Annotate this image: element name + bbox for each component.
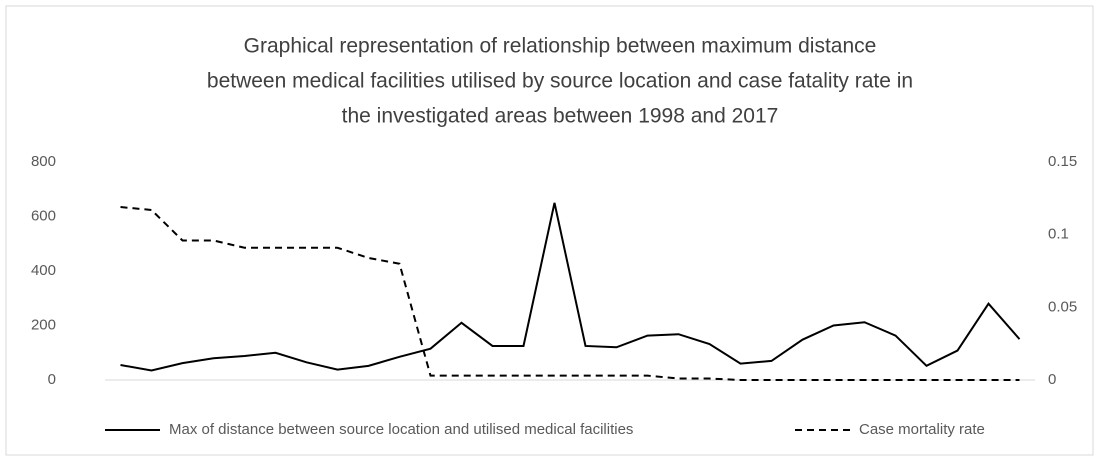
y-tick-label: 200 <box>31 316 56 333</box>
chart-title: the investigated areas between 1998 and … <box>342 105 779 128</box>
y-tick-label: 0 <box>48 371 56 388</box>
legend-label: Case mortality rate <box>859 421 985 438</box>
y2-tick-label: 0.1 <box>1048 226 1069 243</box>
legend-label: Max of distance between source location … <box>169 421 633 438</box>
y-tick-label: 600 <box>31 207 56 224</box>
chart-title: between medical facilities utilised by s… <box>207 70 913 93</box>
chart-title: Graphical representation of relationship… <box>244 35 877 58</box>
y-tick-label: 400 <box>31 262 56 279</box>
y2-tick-label: 0 <box>1048 371 1056 388</box>
series-line <box>120 202 1021 372</box>
y2-tick-label: 0.05 <box>1048 298 1077 315</box>
y2-tick-label: 0.15 <box>1048 153 1077 170</box>
y-tick-label: 800 <box>31 153 56 170</box>
